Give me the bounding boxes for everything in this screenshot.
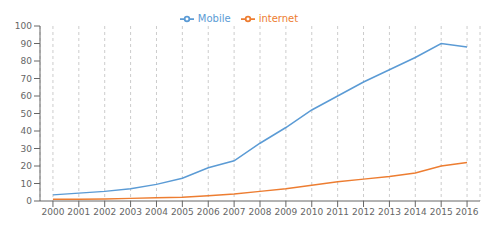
svg-text:2005: 2005 bbox=[171, 207, 194, 217]
svg-text:2009: 2009 bbox=[274, 207, 297, 217]
svg-text:30: 30 bbox=[21, 144, 33, 154]
svg-text:70: 70 bbox=[21, 74, 33, 84]
svg-text:50: 50 bbox=[21, 109, 33, 119]
svg-text:80: 80 bbox=[21, 56, 33, 66]
svg-text:2010: 2010 bbox=[300, 207, 323, 217]
svg-text:2015: 2015 bbox=[430, 207, 453, 217]
svg-text:2012: 2012 bbox=[352, 207, 375, 217]
svg-text:40: 40 bbox=[21, 126, 33, 136]
svg-text:90: 90 bbox=[21, 39, 33, 49]
svg-text:2006: 2006 bbox=[197, 207, 220, 217]
svg-text:60: 60 bbox=[21, 91, 33, 101]
svg-text:2001: 2001 bbox=[67, 207, 90, 217]
svg-text:2007: 2007 bbox=[223, 207, 246, 217]
svg-text:2011: 2011 bbox=[326, 207, 349, 217]
svg-text:2014: 2014 bbox=[404, 207, 427, 217]
svg-text:10: 10 bbox=[21, 179, 33, 189]
svg-text:100: 100 bbox=[15, 21, 32, 31]
svg-text:2004: 2004 bbox=[145, 207, 168, 217]
html-text:Mobile: Mobile bbox=[197, 13, 231, 24]
svg-text:2003: 2003 bbox=[119, 207, 142, 217]
svg-text:20: 20 bbox=[21, 161, 33, 171]
svg-text:2013: 2013 bbox=[378, 207, 401, 217]
svg-text:0: 0 bbox=[26, 196, 32, 206]
svg-text:2002: 2002 bbox=[93, 207, 116, 217]
svg-text:2000: 2000 bbox=[41, 207, 64, 217]
svg-text:2016: 2016 bbox=[456, 207, 479, 217]
html-text:internet: internet bbox=[258, 13, 299, 24]
svg-text:2008: 2008 bbox=[249, 207, 272, 217]
